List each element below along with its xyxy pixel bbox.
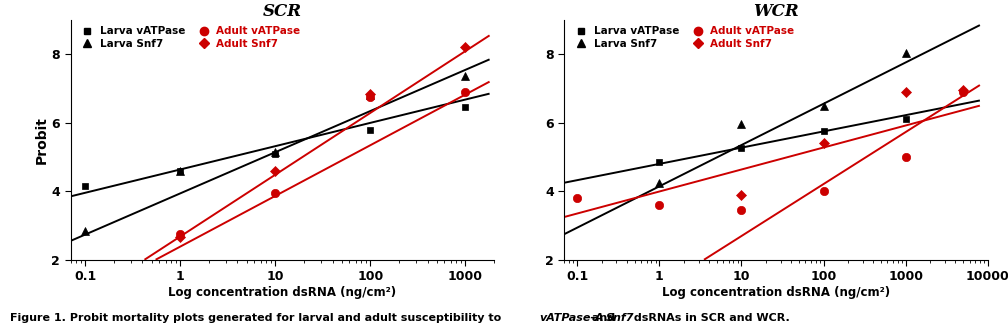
Text: Probit mortality plots generated for larval and adult susceptibility to: Probit mortality plots generated for lar… [66,313,505,323]
Text: and: and [588,313,619,323]
Title: SCR: SCR [263,3,301,20]
X-axis label: Log concentration dsRNA (ng/cm²): Log concentration dsRNA (ng/cm²) [168,286,396,299]
Text: Snf7: Snf7 [606,313,634,323]
Title: WCR: WCR [753,3,799,20]
Text: vATPase-A: vATPase-A [539,313,604,323]
Legend: Larva vATPase, Larva Snf7, Adult vATPase, Adult Snf7: Larva vATPase, Larva Snf7, Adult vATPase… [570,25,795,50]
Y-axis label: Probit: Probit [34,116,48,164]
Legend: Larva vATPase, Larva Snf7, Adult vATPase, Adult Snf7: Larva vATPase, Larva Snf7, Adult vATPase… [76,25,301,50]
X-axis label: Log concentration dsRNA (ng/cm²): Log concentration dsRNA (ng/cm²) [662,286,890,299]
Text: Figure 1.: Figure 1. [10,313,66,323]
Text: dsRNAs in SCR and WCR.: dsRNAs in SCR and WCR. [630,313,789,323]
